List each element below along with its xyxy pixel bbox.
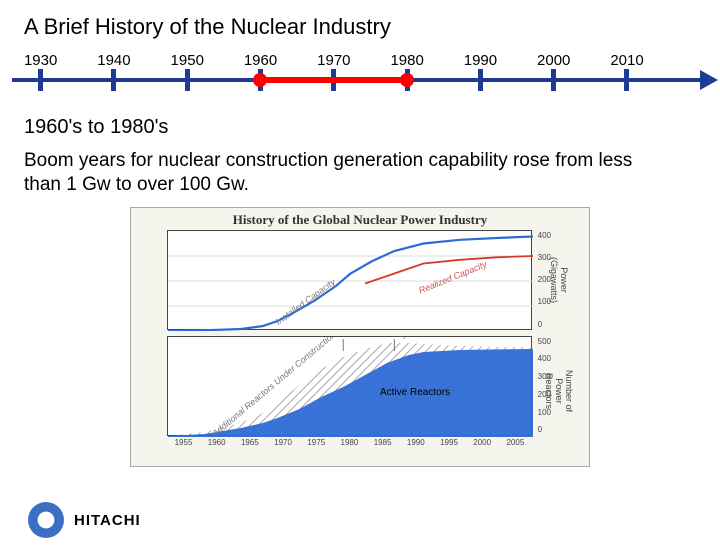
chart-bottom-panel: Active Reactors Additional Reactors Unde… [167,336,532,436]
timeline-year-label: 1970 [297,52,370,69]
bottom-y-axis-label: Number of Power Reactors [544,367,574,415]
realized-label: Realized Capacity [417,258,488,295]
event-label: Three Mile Island [325,337,379,339]
chart-top-panel: Installed Capacity Realized Capacity 400… [167,230,532,330]
timeline: 193019401950196019701980199020002010 [4,52,704,98]
ge-logo-icon [28,502,64,538]
timeline-year-label: 2010 [590,52,663,69]
event-label: Chernobyl [376,337,408,339]
timeline-dot [400,73,414,87]
timeline-tick [478,69,483,91]
timeline-year-label: 1990 [444,52,517,69]
top-panel-svg: Installed Capacity Realized Capacity [168,231,533,331]
logo-row: HITACHI [28,502,141,538]
page-title: A Brief History of the Nuclear Industry [24,14,720,40]
timeline-tick [38,69,43,91]
chart-title: History of the Global Nuclear Power Indu… [131,212,589,228]
hitachi-logo: HITACHI [74,512,141,529]
history-chart: History of the Global Nuclear Power Indu… [130,207,590,467]
timeline-year-label: 1940 [77,52,150,69]
timeline-tick [551,69,556,91]
section-subtitle: 1960's to 1980's [24,116,720,139]
timeline-dot [253,73,267,87]
timeline-tick [185,69,190,91]
timeline-highlight [260,77,407,83]
timeline-tick [111,69,116,91]
chart-x-ticks: 1955196019651970197519801985199019952000… [167,438,532,447]
bottom-panel-svg: Active Reactors Additional Reactors Unde… [168,337,533,437]
timeline-year-label: 2000 [517,52,590,69]
section-body: Boom years for nuclear construction gene… [24,149,670,197]
installed-label: Installed Capacity [274,276,338,326]
top-y-axis-label: Power (Gigawatts) [549,256,569,304]
timeline-tick [624,69,629,91]
timeline-year-label: 1930 [4,52,77,69]
timeline-year-label: 1980 [370,52,443,69]
timeline-year-label: 1960 [224,52,297,69]
timeline-arrowhead [700,70,718,90]
timeline-year-label: 1950 [151,52,224,69]
installed-capacity-line [168,236,533,330]
active-label: Active Reactors [380,387,450,398]
